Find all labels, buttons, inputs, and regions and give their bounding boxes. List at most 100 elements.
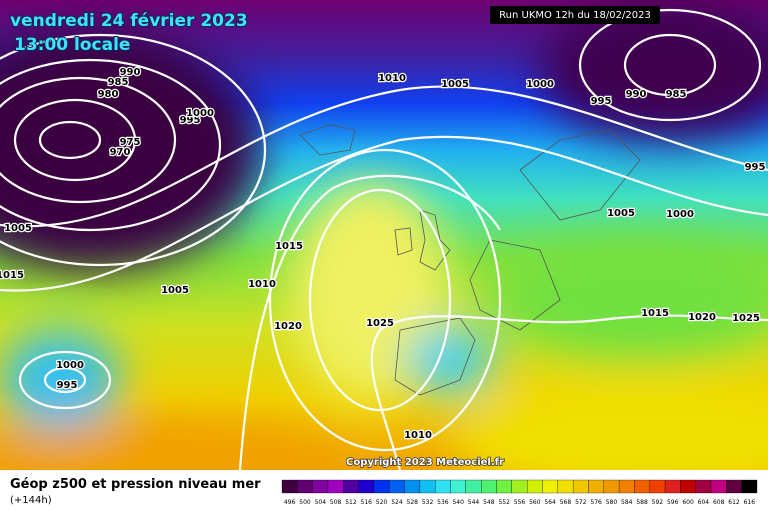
isobar-label: 1025 bbox=[366, 318, 394, 329]
scale-label: 572 bbox=[575, 499, 587, 506]
scale-swatch bbox=[358, 479, 375, 494]
scale-label: 576 bbox=[590, 499, 602, 506]
scale-swatch bbox=[281, 479, 298, 494]
isobar-label: 1015 bbox=[641, 308, 669, 319]
scale-label: 588 bbox=[636, 499, 648, 506]
scale-label: 512 bbox=[345, 499, 357, 506]
scale-swatch bbox=[435, 479, 451, 494]
forecast-time: 13:00 locale bbox=[14, 35, 130, 55]
scale-label: 540 bbox=[452, 499, 464, 506]
scale-label: 504 bbox=[315, 499, 327, 506]
scale-label: 552 bbox=[498, 499, 510, 506]
copyright: Copyright 2023 Meteociel.fr bbox=[346, 457, 504, 468]
coastlines bbox=[299, 124, 641, 396]
color-scale: 496 500 504 508 512 516 520 524 528 532 536 540 544 5… bbox=[281, 479, 758, 506]
scale-swatch bbox=[373, 479, 390, 494]
scale-swatch bbox=[404, 479, 421, 494]
scale-label: 608 bbox=[713, 499, 725, 506]
scale-label: 596 bbox=[667, 499, 679, 506]
isobar-label: 1005 bbox=[441, 79, 469, 90]
isobar-label: 995 bbox=[180, 115, 201, 126]
footer-title: Géop z500 et pression niveau mer bbox=[10, 477, 261, 492]
scale-label: 548 bbox=[483, 499, 495, 506]
scale-swatch bbox=[527, 479, 543, 494]
isobar-label: 990 bbox=[626, 89, 647, 100]
scale-swatch bbox=[680, 479, 696, 494]
scale-label: 536 bbox=[437, 499, 449, 506]
scale-swatch bbox=[389, 479, 405, 494]
scale-swatch bbox=[588, 479, 604, 494]
isobars bbox=[0, 8, 768, 470]
isobar-label: 985 bbox=[108, 77, 129, 88]
scale-swatch bbox=[603, 479, 620, 494]
run-label: Run UKMO 12h du 18/02/2023 bbox=[499, 10, 651, 21]
scale-label: 528 bbox=[407, 499, 419, 506]
forecast-date: vendredi 24 février 2023 bbox=[10, 11, 248, 31]
isobar-label: 1010 bbox=[404, 430, 432, 441]
isobar-label: 970 bbox=[110, 147, 131, 158]
footer-lead: (+144h) bbox=[10, 495, 52, 506]
isobar-label: 1020 bbox=[274, 321, 302, 332]
scale-label: 520 bbox=[376, 499, 388, 506]
scale-swatch bbox=[465, 479, 482, 494]
scale-label: 500 bbox=[299, 499, 311, 506]
run-box bbox=[490, 6, 660, 24]
scale-label: 612 bbox=[728, 499, 740, 506]
scale-swatch bbox=[695, 479, 712, 494]
scale-swatch bbox=[557, 479, 574, 494]
isobar-label: 1025 bbox=[732, 313, 760, 324]
isobar-label: 1000 bbox=[56, 360, 84, 371]
scale-label: 600 bbox=[682, 499, 694, 506]
scale-swatch bbox=[481, 479, 497, 494]
isobar-label: 980 bbox=[98, 89, 119, 100]
isobar-label: 1005 bbox=[161, 285, 189, 296]
scale-swatch bbox=[649, 479, 666, 494]
isobar-label: 1015 bbox=[275, 241, 303, 252]
scale-label: 532 bbox=[422, 499, 434, 506]
scale-swatch bbox=[664, 479, 681, 494]
isobar-label: 1010 bbox=[248, 279, 276, 290]
scale-label: 560 bbox=[529, 499, 541, 506]
scale-label: 580 bbox=[606, 499, 618, 506]
scale-swatch bbox=[511, 479, 528, 494]
scale-swatch bbox=[741, 479, 758, 494]
scale-swatch bbox=[726, 479, 742, 494]
isobar-label: 995 bbox=[57, 380, 78, 391]
isobar-label: 995 bbox=[745, 162, 766, 173]
scale-swatch bbox=[496, 479, 512, 494]
isobar-label: 975 bbox=[120, 137, 141, 148]
isobar-labels: 9909859809759709951000100510151010100510… bbox=[0, 66, 767, 443]
scale-swatch bbox=[419, 479, 436, 494]
scale-label: 584 bbox=[621, 499, 633, 506]
scale-swatch bbox=[343, 479, 359, 494]
scale-label: 556 bbox=[514, 499, 526, 506]
isobar-label: 985 bbox=[666, 89, 687, 100]
scale-swatch bbox=[634, 479, 650, 494]
scale-swatch bbox=[542, 479, 558, 494]
scale-swatch bbox=[327, 479, 344, 494]
scale-swatch bbox=[618, 479, 635, 494]
isobar-label: 1010 bbox=[378, 73, 406, 84]
isobar-label: 1000 bbox=[666, 209, 694, 220]
scale-label: 604 bbox=[698, 499, 710, 506]
isobar-label: 1015 bbox=[0, 270, 24, 281]
isobar-label: 1020 bbox=[688, 312, 716, 323]
isobar-label: 1005 bbox=[4, 223, 32, 234]
scale-swatch bbox=[312, 479, 329, 494]
isobar-label: 1005 bbox=[607, 208, 635, 219]
scale-label: 524 bbox=[391, 499, 403, 506]
scale-label: 564 bbox=[544, 499, 556, 506]
scale-label: 568 bbox=[560, 499, 572, 506]
scale-swatch bbox=[297, 479, 313, 494]
scale-label: 616 bbox=[744, 499, 756, 506]
scale-label: 516 bbox=[361, 499, 373, 506]
scale-label: 544 bbox=[468, 499, 480, 506]
scale-swatch bbox=[710, 479, 727, 494]
isobar-label: 995 bbox=[591, 96, 612, 107]
isobar-label: 1000 bbox=[186, 108, 214, 119]
scale-swatch bbox=[450, 479, 467, 494]
scale-swatch bbox=[572, 479, 589, 494]
scale-label: 496 bbox=[284, 499, 296, 506]
